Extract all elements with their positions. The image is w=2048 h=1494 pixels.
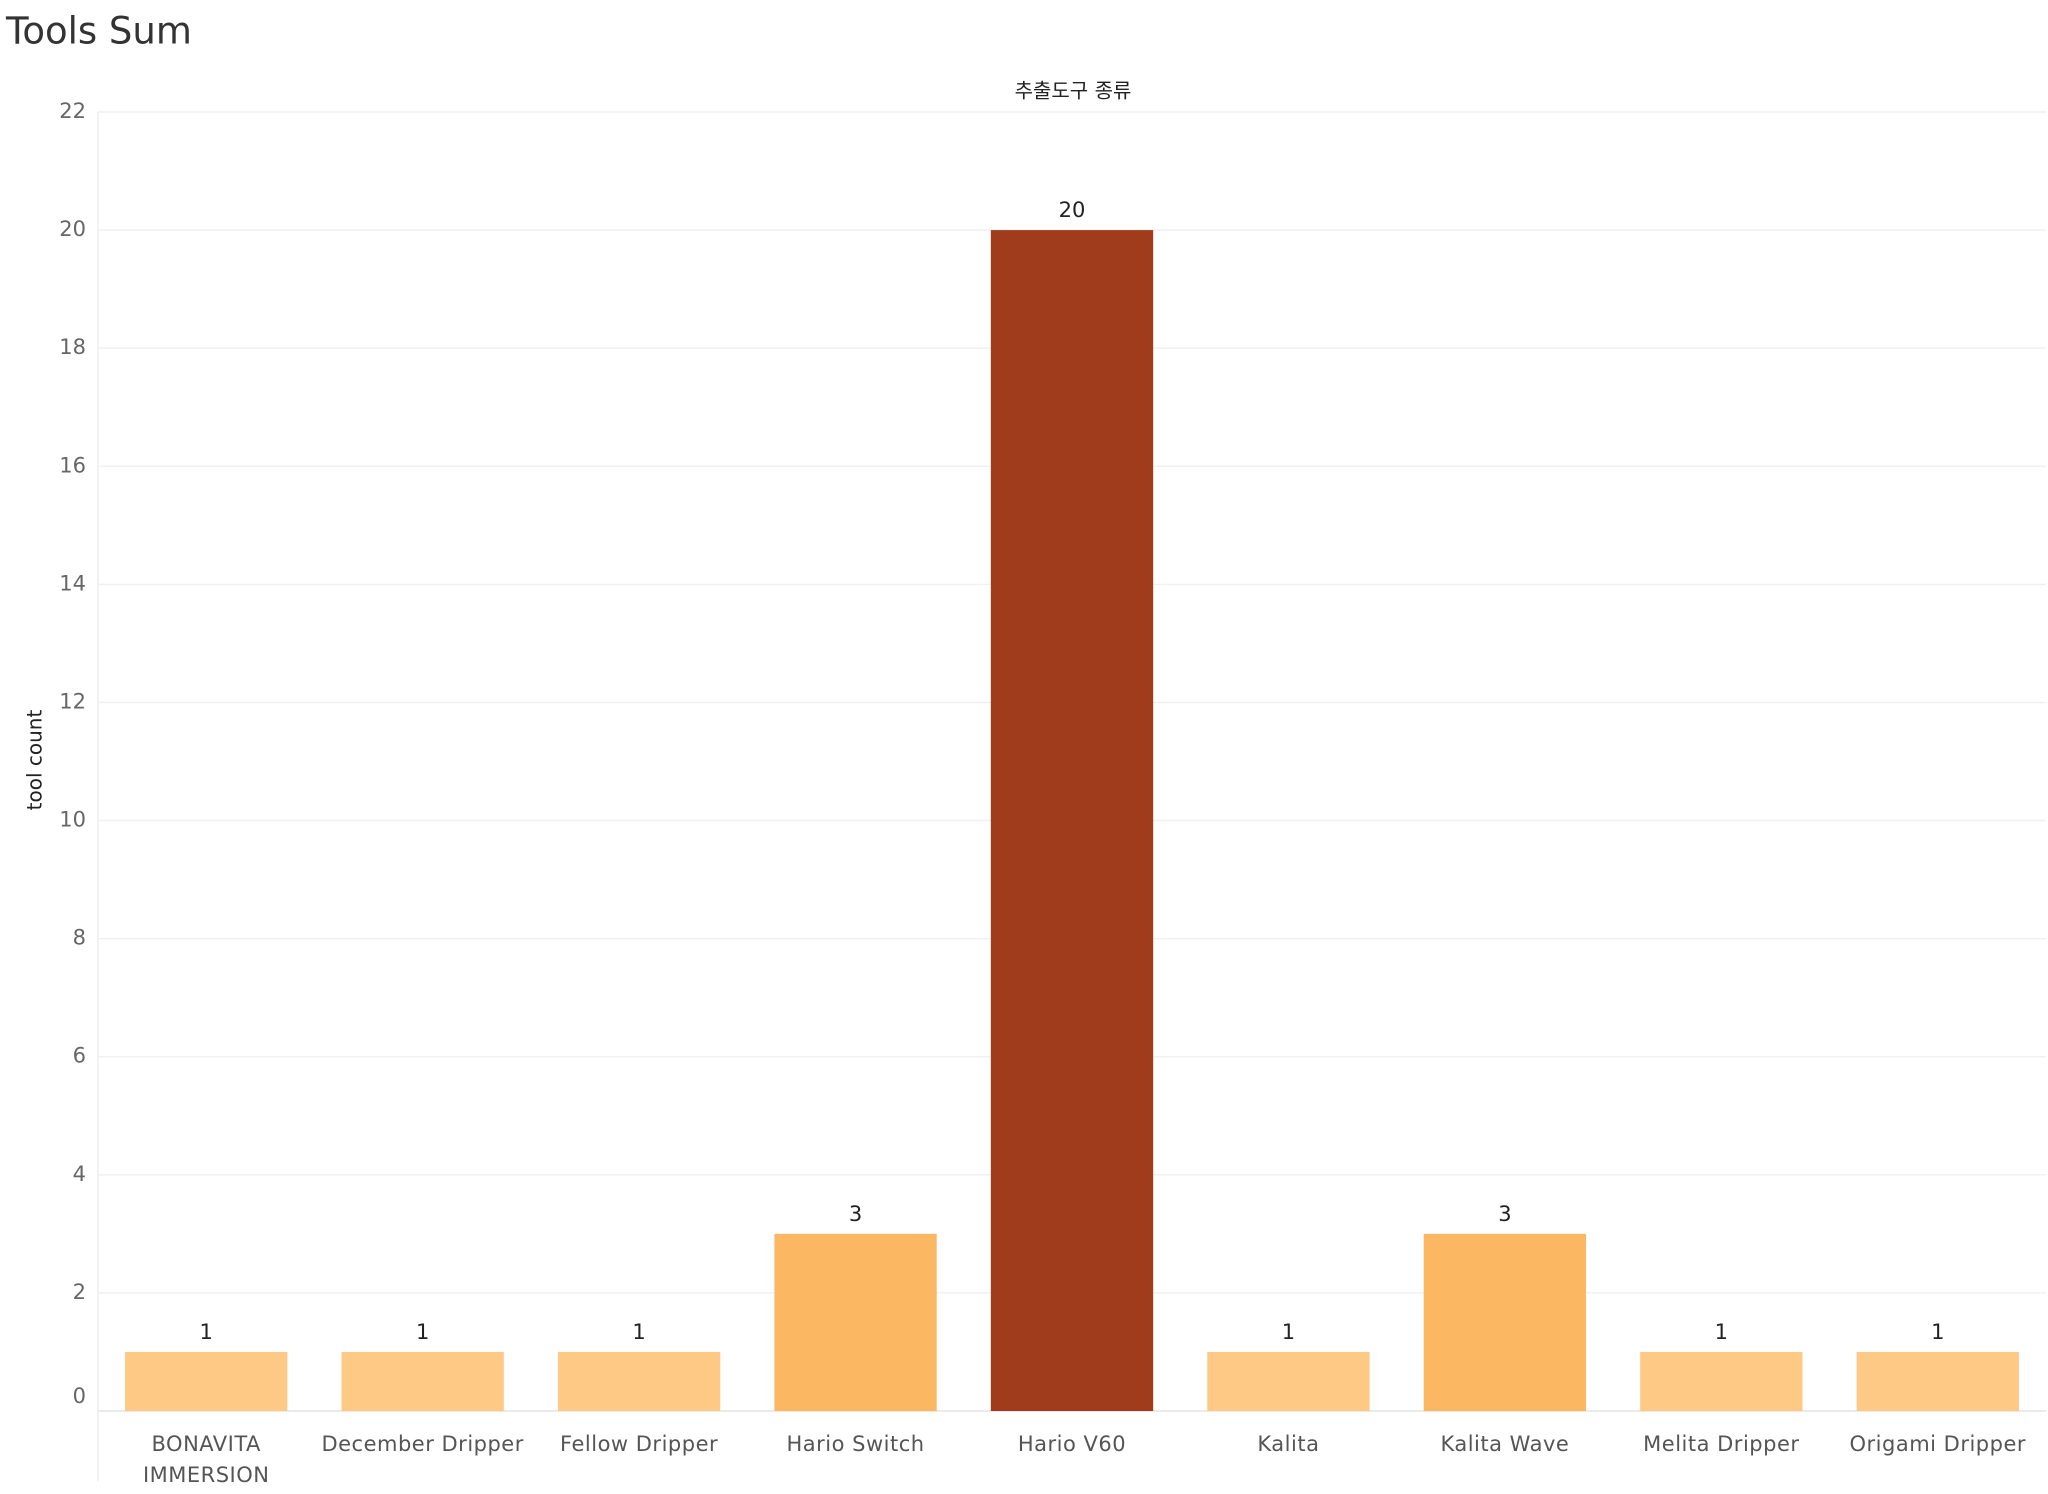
bar [1856,1351,2019,1411]
y-tick-label: 6 [73,1044,86,1068]
data-label: 20 [1059,198,1086,222]
x-tick-label: Melita Dripper [1643,1432,1800,1456]
y-tick-label: 14 [59,571,86,595]
data-label: 1 [1282,1320,1295,1344]
data-label: 3 [1498,1202,1511,1226]
y-tick-label: 8 [73,926,86,950]
bar [1640,1351,1803,1411]
data-label: 1 [1931,1320,1944,1344]
data-label: 1 [200,1320,213,1344]
x-tick-label: Origami Dripper [1849,1432,2027,1456]
x-tick-label: Hario Switch [786,1432,925,1456]
bar [125,1351,288,1411]
data-label: 1 [1715,1320,1728,1344]
bar [774,1233,937,1411]
x-tick-label: BONAVITA IMMERSION [142,1432,270,1487]
bar [1207,1351,1370,1411]
data-label: 1 [632,1320,645,1344]
y-tick-label: 4 [73,1162,86,1186]
y-tick-label: 12 [59,689,86,713]
chart-title: Tools Sum [5,10,192,53]
x-tick-label: Kalita Wave [1440,1432,1570,1456]
y-tick-label: 16 [59,453,86,477]
y-tick-label: 2 [73,1280,86,1304]
data-label: 1 [416,1320,429,1344]
y-tick-label: 18 [59,335,86,359]
bar [1423,1233,1587,1411]
x-tick-label: Kalita [1257,1432,1320,1456]
y-tick-label: 10 [59,808,86,832]
column-header: 추출도구 종류 [1015,79,1132,103]
x-tick-label: Hario V60 [1017,1432,1127,1456]
y-tick-label: 22 [59,99,86,123]
y-axis-label: tool count [23,710,47,811]
bar [990,230,1154,1411]
bar [341,1351,504,1411]
y-tick-label: 20 [59,217,86,241]
x-tick-label: December Dripper [321,1432,524,1456]
bar [557,1351,721,1411]
x-tick-label: Fellow Dripper [560,1432,719,1456]
data-label: 3 [849,1202,862,1226]
y-tick-label: 0 [73,1384,86,1408]
